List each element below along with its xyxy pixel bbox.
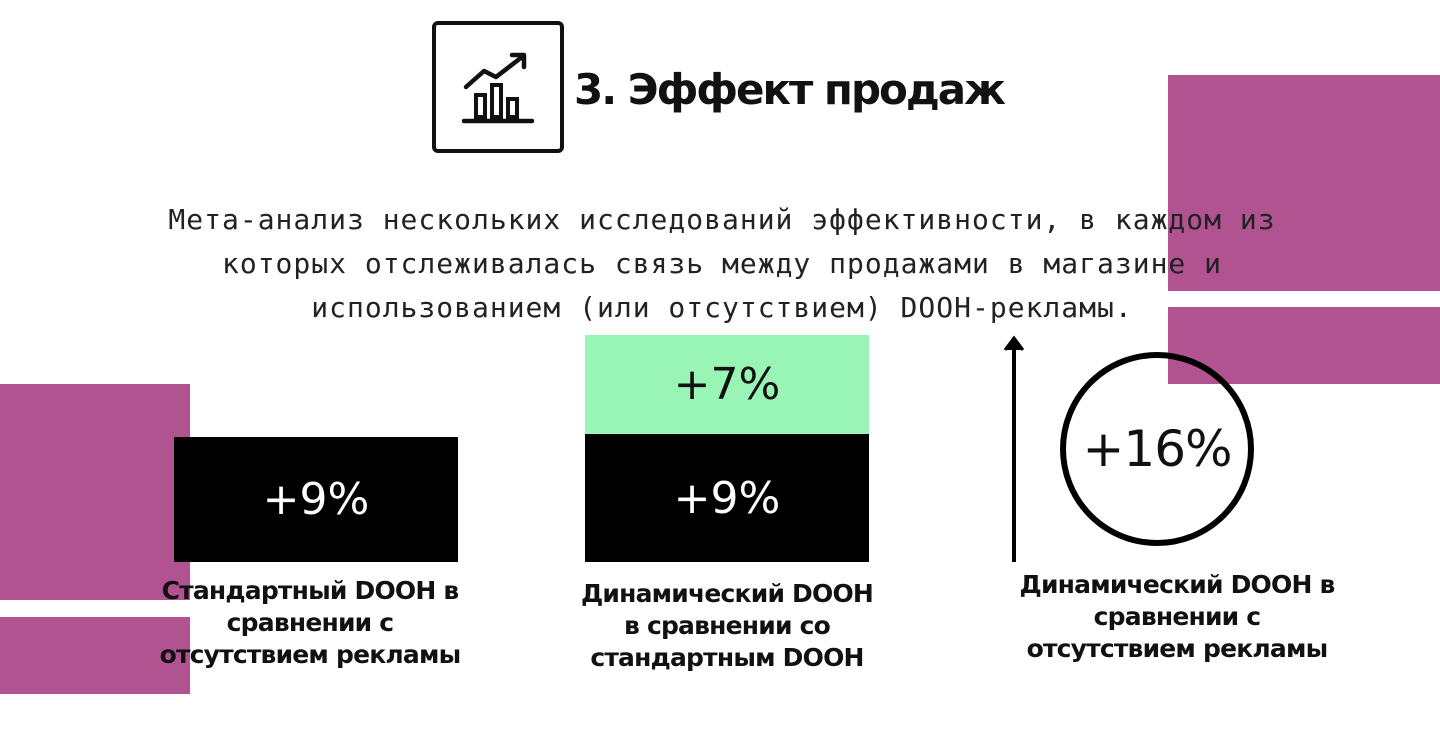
description-text: Мета-анализ нескольких исследований эффе… [168, 203, 1276, 324]
decor-block-bottom-left [0, 384, 190, 600]
arrow-up-icon [1003, 335, 1025, 562]
page-title: 3. Эффект продаж [574, 65, 1006, 114]
bar-chart-trend-up-icon [432, 21, 564, 153]
metric-dynamic-vs-standard-label: Динамический DOOH в сравнении со стандар… [580, 579, 874, 672]
metric-standard-value: +9% [174, 437, 458, 562]
decor-strip-bottom-left [0, 617, 190, 694]
metric-dynamic-base-value: +9% [585, 434, 869, 562]
metric-dynamic-total-value: +16% [1060, 352, 1254, 546]
decor-block-top-right [1168, 75, 1440, 291]
metric-standard-label: Стандартный DOOH в сравнении с отсутстви… [159, 576, 462, 669]
metric-dynamic-vs-none-label: Динамический DOOH в сравнении с отсутств… [1019, 570, 1335, 663]
metric-dynamic-increment-value: +7% [585, 335, 869, 434]
